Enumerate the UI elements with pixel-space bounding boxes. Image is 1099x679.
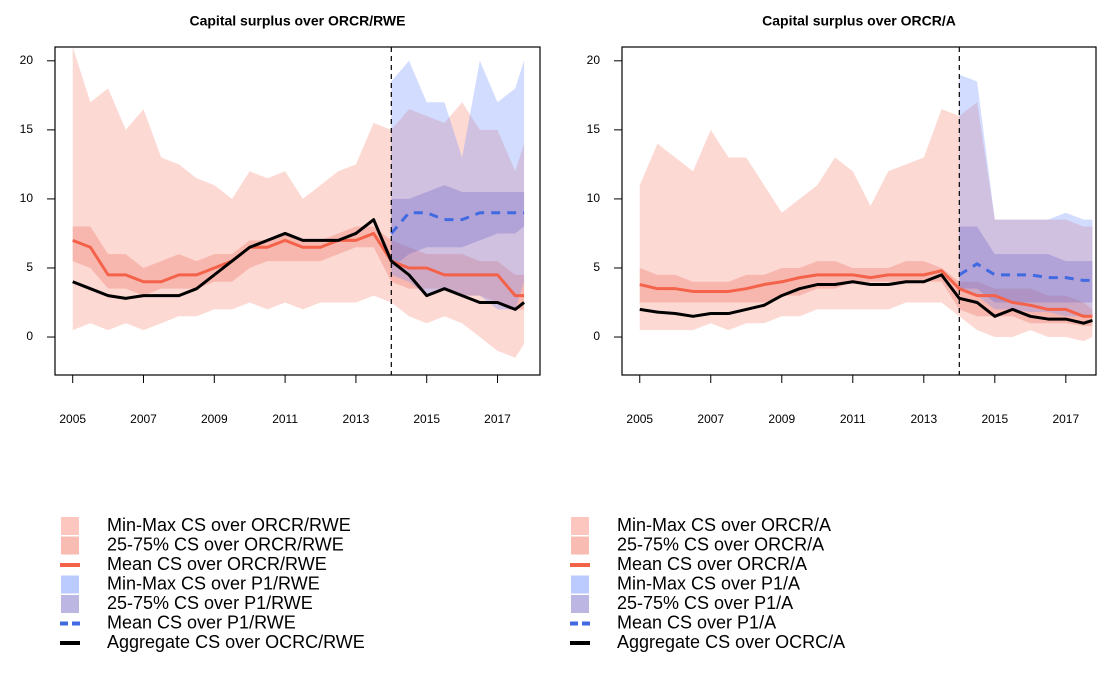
- y-tick-label: 0: [26, 329, 33, 343]
- legend-label: 25-75% CS over ORCR/RWE: [107, 534, 344, 554]
- legend-label: Min-Max CS over ORCR/A: [617, 515, 831, 535]
- legend-swatch: [61, 595, 79, 613]
- y-tick-label: 15: [587, 122, 601, 136]
- band: [959, 226, 1093, 303]
- y-tick-label: 5: [593, 260, 600, 274]
- y-tick-label: 5: [26, 260, 33, 274]
- legend-swatch: [571, 595, 589, 613]
- legend-swatch: [61, 517, 79, 535]
- x-tick-label: 2015: [413, 412, 440, 426]
- plot-frame: [54, 46, 541, 376]
- x-tick-label: 2017: [484, 412, 511, 426]
- y-tick-label: 10: [20, 191, 34, 205]
- legend-swatch: [571, 517, 589, 535]
- legend-label: Min-Max CS over P1/A: [617, 573, 800, 593]
- plot-area: [72, 47, 525, 358]
- band: [391, 185, 525, 268]
- x-tick-label: 2009: [201, 412, 228, 426]
- band: [391, 60, 525, 310]
- legend-label: 25-75% CS over P1/RWE: [107, 593, 313, 613]
- line: [390, 211, 525, 235]
- legend-label: Min-Max CS over ORCR/RWE: [107, 515, 351, 535]
- legend-swatch: [571, 536, 589, 555]
- legend-label: Aggregate CS over OCRC/A: [617, 632, 845, 652]
- x-tick-label: 2013: [343, 412, 370, 426]
- band: [639, 102, 1093, 342]
- y-tick-label: 20: [587, 53, 601, 67]
- legend-label: Mean CS over P1/A: [617, 612, 776, 632]
- band: [639, 261, 1093, 326]
- line: [639, 273, 1093, 325]
- y-tick-label: 20: [20, 53, 34, 67]
- band: [959, 74, 1093, 317]
- legend-swatch: [571, 575, 589, 594]
- x-tick-label: 2005: [59, 412, 86, 426]
- x-tick-label: 2005: [626, 412, 653, 426]
- x-tick-label: 2017: [1052, 412, 1079, 426]
- legend-label: Aggregate CS over OCRC/RWE: [107, 632, 365, 652]
- line: [72, 218, 525, 311]
- x-tick-label: 2015: [981, 412, 1008, 426]
- x-tick-label: 2007: [130, 412, 157, 426]
- plot-area: [639, 74, 1093, 342]
- legend-label: Mean CS over ORCR/A: [617, 554, 807, 574]
- y-tick-label: 10: [587, 191, 601, 205]
- x-tick-label: 2009: [768, 412, 795, 426]
- line: [72, 231, 525, 298]
- legend-label: 25-75% CS over P1/A: [617, 593, 793, 613]
- chart-title: Capital surplus over ORCR/RWE: [189, 13, 405, 29]
- x-tick-label: 2011: [272, 412, 298, 426]
- x-tick-label: 2007: [697, 412, 724, 426]
- legend-label: Mean CS over ORCR/RWE: [107, 554, 327, 574]
- x-tick-label: 2011: [840, 412, 866, 426]
- y-tick-label: 0: [593, 329, 600, 343]
- plot-frame: [621, 46, 1097, 376]
- line: [639, 269, 1093, 318]
- legend-swatch: [61, 575, 79, 594]
- chart-title: Capital surplus over ORCR/A: [762, 13, 956, 29]
- band: [72, 47, 525, 358]
- legend-label: Min-Max CS over P1/RWE: [107, 573, 320, 593]
- y-tick-label: 15: [20, 122, 34, 136]
- x-tick-label: 2013: [910, 412, 937, 426]
- legend-label: 25-75% CS over ORCR/A: [617, 534, 824, 554]
- legend-label: Mean CS over P1/RWE: [107, 612, 296, 632]
- band: [72, 226, 525, 310]
- legend-swatch: [61, 536, 79, 555]
